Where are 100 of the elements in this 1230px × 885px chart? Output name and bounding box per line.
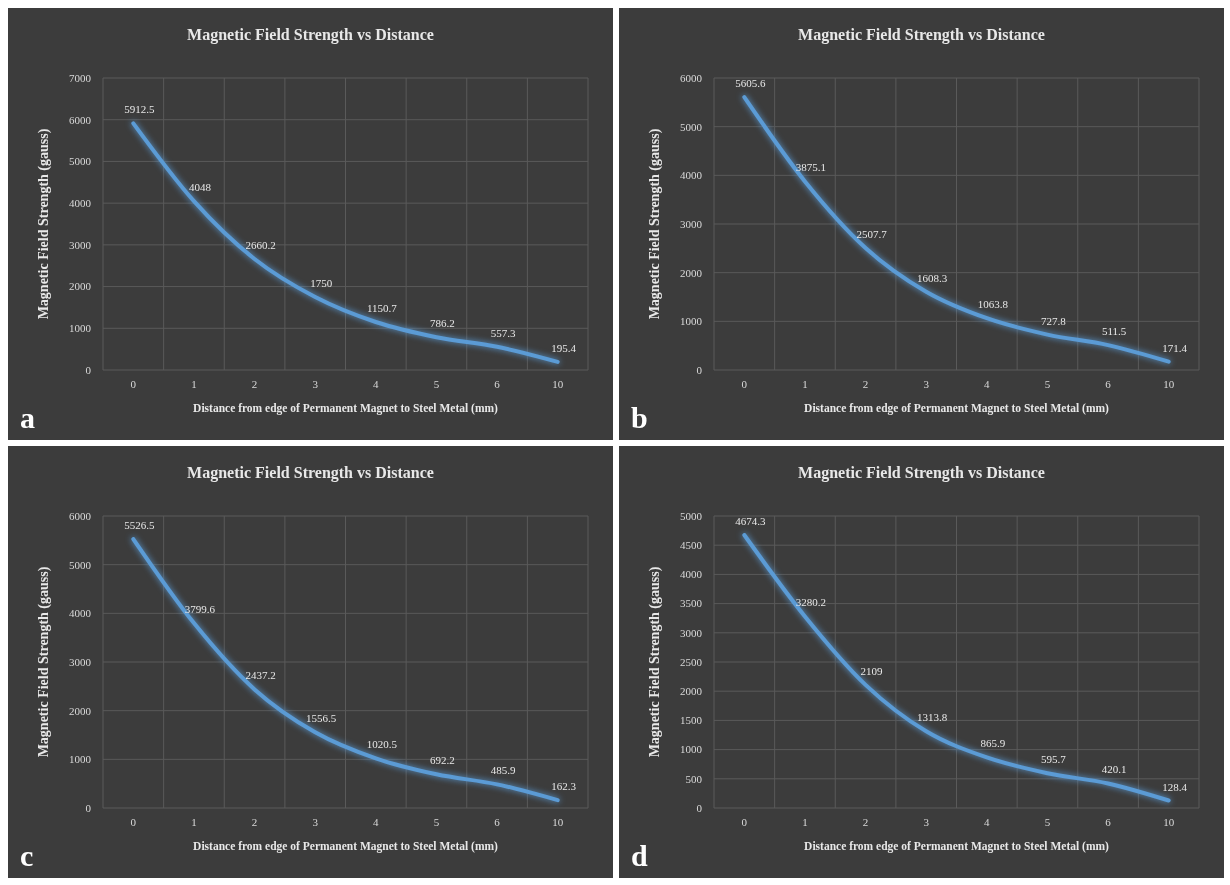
y-tick-label: 4500 bbox=[680, 539, 703, 552]
y-tick-label: 5000 bbox=[680, 509, 703, 522]
y-tick-label: 4000 bbox=[69, 196, 92, 209]
y-tick-label: 4000 bbox=[680, 169, 703, 182]
x-tick-label: 10 bbox=[552, 816, 564, 828]
x-tick-label: 5 bbox=[433, 378, 440, 390]
data-label: 4674.3 bbox=[735, 515, 766, 528]
x-tick-label: 1 bbox=[191, 378, 197, 390]
y-tick-label: 3000 bbox=[69, 655, 92, 668]
y-tick-label: 2000 bbox=[69, 280, 92, 293]
y-tick-label: 2000 bbox=[680, 266, 703, 279]
y-tick-label: 5000 bbox=[680, 120, 703, 133]
data-label: 5912.5 bbox=[124, 103, 155, 116]
x-tick-label: 0 bbox=[130, 816, 137, 828]
data-label: 171.4 bbox=[1162, 341, 1188, 354]
x-tick-label: 6 bbox=[1105, 816, 1112, 828]
data-label: 1750 bbox=[310, 277, 333, 289]
data-label: 162.3 bbox=[551, 780, 577, 793]
x-tick-label: 10 bbox=[1163, 378, 1175, 390]
y-axis-title: Magnetic Field Strength (gauss) bbox=[647, 566, 663, 758]
text: a bbox=[20, 401, 35, 434]
data-label: 5526.5 bbox=[124, 519, 155, 532]
y-tick-label: 1000 bbox=[680, 743, 703, 756]
x-tick-label: 3 bbox=[923, 378, 930, 390]
y-tick-label: 3500 bbox=[680, 597, 703, 610]
x-tick-label: 4 bbox=[984, 378, 991, 390]
data-label: 727.8 bbox=[1041, 314, 1067, 327]
x-tick-label: 3 bbox=[923, 816, 930, 828]
y-axis-title: Magnetic Field Strength (gauss) bbox=[36, 128, 52, 320]
y-tick-label: 3000 bbox=[680, 626, 703, 639]
x-axis-title: Distance from edge of Permanent Magnet to Steel Metal (mm) bbox=[804, 402, 1110, 415]
data-label: 2109 bbox=[860, 664, 884, 677]
y-tick-label: 2000 bbox=[69, 704, 92, 717]
data-label: 485.9 bbox=[490, 764, 516, 777]
x-tick-label: 2 bbox=[862, 378, 869, 390]
data-label: 2660.2 bbox=[245, 239, 276, 252]
data-label: 3875.1 bbox=[795, 161, 827, 174]
data-label: 2437.2 bbox=[245, 669, 276, 682]
data-label: 2507.7 bbox=[856, 227, 888, 240]
x-tick-label: 2 bbox=[862, 816, 869, 828]
data-label: 786.2 bbox=[430, 317, 455, 330]
data-label: 1313.8 bbox=[917, 711, 948, 724]
x-tick-label: 5 bbox=[1044, 816, 1051, 828]
data-label: 511.5 bbox=[1101, 325, 1127, 338]
y-tick-label: 6000 bbox=[680, 71, 703, 84]
data-label: 128.4 bbox=[1162, 780, 1188, 793]
y-tick-label: 1000 bbox=[69, 322, 92, 335]
x-tick-label: 0 bbox=[130, 378, 137, 390]
data-label: 420.1 bbox=[1101, 763, 1127, 776]
text: b bbox=[631, 401, 648, 434]
x-axis-title: Distance from edge of Permanent Magnet to Steel Metal (mm) bbox=[193, 402, 499, 415]
y-tick-label: 7000 bbox=[69, 71, 92, 84]
text: d bbox=[631, 839, 648, 872]
x-tick-label: 6 bbox=[494, 378, 501, 390]
y-tick-label: 1500 bbox=[680, 714, 703, 727]
y-tick-label: 1000 bbox=[680, 315, 703, 328]
x-tick-label: 2 bbox=[251, 378, 258, 390]
x-tick-label: 2 bbox=[251, 816, 258, 828]
x-axis-title: Distance from edge of Permanent Magnet to Steel Metal (mm) bbox=[804, 840, 1110, 853]
y-tick-label: 3000 bbox=[680, 217, 703, 230]
y-tick-label: 5000 bbox=[69, 155, 92, 168]
x-tick-label: 1 bbox=[802, 816, 808, 828]
data-label: 865.9 bbox=[980, 737, 1006, 750]
chart-title: Magnetic Field Strength vs Distance bbox=[187, 26, 434, 44]
x-tick-label: 4 bbox=[984, 816, 991, 828]
data-label: 3280.2 bbox=[795, 596, 827, 609]
y-tick-label: 4000 bbox=[69, 607, 92, 620]
y-axis-title: Magnetic Field Strength (gauss) bbox=[36, 566, 52, 758]
data-label: 195.4 bbox=[551, 341, 577, 354]
y-tick-label: 5000 bbox=[69, 558, 92, 571]
x-tick-label: 10 bbox=[552, 378, 564, 390]
x-tick-label: 5 bbox=[1044, 378, 1051, 390]
x-tick-label: 6 bbox=[1105, 378, 1112, 390]
x-tick-label: 4 bbox=[373, 816, 380, 828]
chart-title: Magnetic Field Strength vs Distance bbox=[798, 26, 1045, 44]
x-axis-title: Distance from edge of Permanent Magnet to Steel Metal (mm) bbox=[193, 840, 499, 853]
x-tick-label: 1 bbox=[191, 816, 197, 828]
y-tick-label: 0 bbox=[696, 801, 703, 814]
data-label: 1556.5 bbox=[306, 712, 337, 725]
x-tick-label: 0 bbox=[741, 816, 748, 828]
data-label: 5605.6 bbox=[735, 77, 766, 90]
x-tick-label: 4 bbox=[373, 378, 380, 390]
y-axis-title: Magnetic Field Strength (gauss) bbox=[647, 128, 663, 320]
y-tick-label: 6000 bbox=[69, 113, 92, 126]
y-tick-label: 2000 bbox=[680, 685, 703, 698]
x-tick-label: 0 bbox=[741, 378, 748, 390]
text: c bbox=[20, 839, 34, 872]
x-tick-label: 3 bbox=[312, 816, 319, 828]
data-label: 1150.7 bbox=[366, 302, 398, 314]
data-label: 1063.8 bbox=[977, 298, 1009, 311]
data-label: 3799.6 bbox=[184, 603, 216, 616]
y-tick-label: 6000 bbox=[69, 509, 92, 522]
data-label: 595.7 bbox=[1041, 753, 1067, 766]
y-tick-label: 3000 bbox=[69, 238, 92, 251]
y-tick-label: 1000 bbox=[69, 753, 92, 766]
y-tick-label: 0 bbox=[696, 363, 703, 376]
data-label: 557.3 bbox=[490, 326, 516, 339]
y-tick-label: 0 bbox=[85, 801, 92, 814]
chart-title: Magnetic Field Strength vs Distance bbox=[798, 464, 1045, 482]
x-tick-label: 3 bbox=[312, 378, 319, 390]
